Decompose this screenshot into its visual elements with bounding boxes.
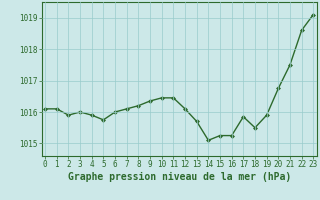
X-axis label: Graphe pression niveau de la mer (hPa): Graphe pression niveau de la mer (hPa) (68, 172, 291, 182)
